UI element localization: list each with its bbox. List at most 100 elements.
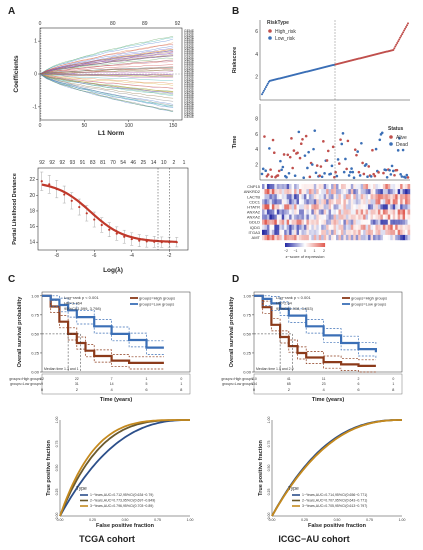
time-point [301,138,304,141]
time-point [389,173,393,176]
heatmap-cell [284,214,287,220]
legend-swatch [285,243,287,247]
heatmap-cell [353,229,356,236]
gene-label: GENE [184,49,195,53]
heatmap-cell [264,219,268,225]
heatmap-cell [276,234,280,241]
heatmap-cell [402,214,406,220]
heatmap-cell [400,209,403,215]
heatmap-cell [348,199,351,205]
x-tick-label: -8 [55,253,60,259]
x-axis-label: False positive fraction [308,523,367,529]
heatmap-cell [316,204,319,210]
heatmap-cell [348,234,351,241]
heatmap-cell [380,194,384,200]
coefficient-path [39,74,174,112]
heatmap-cell [392,234,396,241]
x-axis-label: False positive fraction [96,523,155,529]
heatmap-cell [291,214,295,220]
cv-deviance-points: -8 -6 -4 -2 14 16 18 20 22 92 92 92 93 91 83 81 70 54 46 25… [29,160,185,259]
heatmap-cell [382,199,386,205]
heatmap-cell [294,204,297,210]
time-point [406,176,410,179]
legend-swatch [306,243,308,247]
risk-table-frame [41,373,191,395]
heatmap-cell [281,184,285,190]
heatmap-cell [316,234,319,241]
legend-label: groups=High groups [351,296,387,301]
riskscore-point [407,22,409,25]
panel-label-d: D [232,274,239,285]
time-point [405,173,409,177]
heatmap-cell [390,229,393,236]
heatmap-cell [286,229,290,236]
heatmap-cell [318,219,322,225]
heatmap-cell [368,209,371,215]
top-tick-label: 89 [142,21,148,27]
time-point [331,145,335,149]
heatmap-cell [289,214,292,220]
heatmap-cell [279,214,282,220]
heatmap-cell [405,224,408,231]
deviance-point [145,240,148,243]
heatmap-cell [271,209,275,215]
heatmap-cell [397,189,401,195]
heatmap-cell [308,189,312,195]
heatmap-cell [343,184,347,190]
gene-label: GENE [184,66,195,70]
deviance-point [48,183,51,186]
heatmap-cell [405,204,408,210]
time-point [362,172,366,176]
heatmap-cell [370,214,374,220]
time-point [393,173,396,177]
heatmap-cell [313,194,317,200]
heatmap-cell [266,184,270,190]
x-axis-label: Log(λ) [103,266,123,274]
heatmap-cell [360,209,364,215]
heatmap-cell [392,184,396,190]
heatmap-cell [345,204,349,210]
heatmap-cell [340,184,344,190]
x-tick-label: 0.25 [301,518,308,522]
y-tick-label: 0.50 [267,465,271,472]
time-point [308,175,312,179]
heatmap-cell [355,234,359,241]
heatmap-cell [373,189,376,195]
heatmap-cell [303,184,307,190]
coefficient-path [39,73,174,89]
heatmap-cell [294,234,297,241]
time-point [302,176,306,180]
heatmap-legend: −2 −1 0 1 2 [284,243,326,253]
y-tick-label: 0.25 [267,489,271,496]
heatmap-cell [353,184,356,190]
heatmap-cell [395,184,398,190]
heatmap-cell [313,219,317,225]
heatmap-cell [281,224,285,231]
ci-lower [42,295,164,355]
heatmap-cell [306,214,310,220]
heatmap-cell [363,219,366,225]
heatmap-cell [338,214,342,220]
heatmap-cell [336,204,339,210]
heatmap-cell [405,214,408,220]
top-tick-label: 46 [131,160,137,166]
coefficient-path [39,67,174,75]
heatmap-cell [392,204,396,210]
heatmap-cell [368,234,371,241]
heatmap-cell [274,204,277,210]
heatmap-cell [365,184,369,190]
heatmap-cell [338,194,342,200]
gene-label: CDC1 [249,199,261,204]
heatmap-cell [385,189,388,195]
coefficient-path [39,47,174,75]
gene-label: GENE [184,47,195,51]
deviance-point [100,223,103,227]
heatmap-cell [291,224,295,231]
heatmap-cell [291,219,295,225]
y-tick-label: 0 [34,72,37,78]
x-tick-label: 0.25 [89,518,96,522]
heatmap-cell [318,184,322,190]
heatmap-cell [274,229,277,236]
heatmap-cell [382,184,386,190]
heatmap-cell [296,194,300,200]
